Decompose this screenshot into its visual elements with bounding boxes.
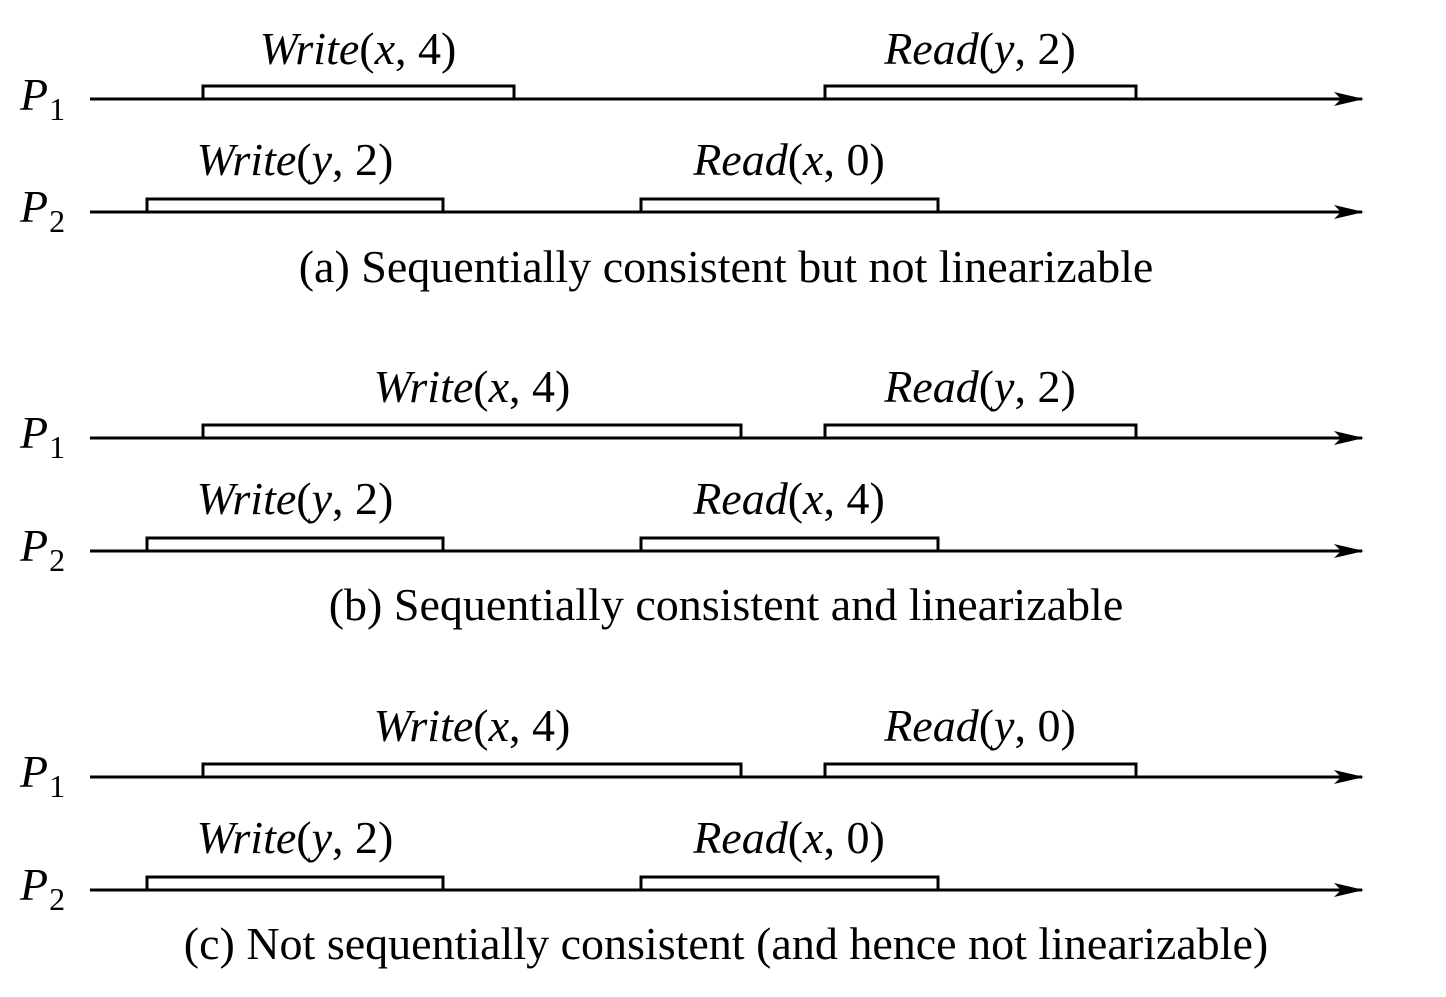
operation-interval bbox=[201, 762, 743, 777]
operation-interval bbox=[639, 197, 940, 212]
panel-caption: (b) Sequentially consistent and lineariz… bbox=[329, 579, 1124, 630]
process-p2-row: P2 Write(y, 2) Read(x, 0) bbox=[19, 812, 1364, 917]
panel-caption: (a) Sequentially consistent but not line… bbox=[299, 241, 1154, 292]
panel-b: P1 Write(x, 4) Read(y, 2) P2 Write(y, 2)… bbox=[19, 361, 1364, 630]
panel-caption: (c) Not sequentially consistent (and hen… bbox=[184, 918, 1268, 969]
operation-interval bbox=[145, 875, 445, 890]
operation-interval bbox=[823, 423, 1138, 438]
operation-label: Read(x, 0) bbox=[692, 812, 885, 863]
operation-interval bbox=[639, 875, 940, 890]
operation-label: Write(y, 2) bbox=[197, 812, 394, 863]
operation-interval bbox=[823, 84, 1138, 99]
operation-label: Write(y, 2) bbox=[197, 473, 394, 524]
operation-interval bbox=[823, 762, 1138, 777]
panel-a: P1 Write(x, 4) Read(y, 2) P2 Write(y, 2)… bbox=[19, 23, 1364, 292]
operation-label: Read(y, 2) bbox=[883, 361, 1076, 412]
operation-label: Read(y, 2) bbox=[883, 23, 1076, 74]
process-label: P1 bbox=[19, 407, 65, 465]
process-label: P2 bbox=[19, 181, 65, 239]
process-label: P2 bbox=[19, 859, 65, 917]
operation-label: Write(y, 2) bbox=[197, 134, 394, 185]
operation-label: Read(x, 0) bbox=[692, 134, 885, 185]
operation-interval bbox=[201, 423, 743, 438]
operation-interval bbox=[639, 536, 940, 551]
operation-label: Read(y, 0) bbox=[883, 700, 1076, 751]
operation-label: Write(x, 4) bbox=[374, 361, 571, 412]
operation-interval bbox=[201, 84, 516, 99]
operation-label: Write(x, 4) bbox=[374, 700, 571, 751]
operation-interval bbox=[145, 197, 445, 212]
panel-c: P1 Write(x, 4) Read(y, 0) P2 Write(y, 2)… bbox=[19, 700, 1364, 969]
operation-label: Read(x, 4) bbox=[692, 473, 885, 524]
process-p1-row: P1 Write(x, 4) Read(y, 0) bbox=[19, 700, 1364, 804]
process-label: P1 bbox=[19, 69, 65, 127]
process-p2-row: P2 Write(y, 2) Read(x, 0) bbox=[19, 134, 1364, 239]
process-label: P1 bbox=[19, 746, 65, 804]
operation-label: Write(x, 4) bbox=[260, 23, 457, 74]
process-p1-row: P1 Write(x, 4) Read(y, 2) bbox=[19, 23, 1364, 127]
operation-interval bbox=[145, 536, 445, 551]
process-p1-row: P1 Write(x, 4) Read(y, 2) bbox=[19, 361, 1364, 465]
process-label: P2 bbox=[19, 520, 65, 578]
process-p2-row: P2 Write(y, 2) Read(x, 4) bbox=[19, 473, 1364, 578]
